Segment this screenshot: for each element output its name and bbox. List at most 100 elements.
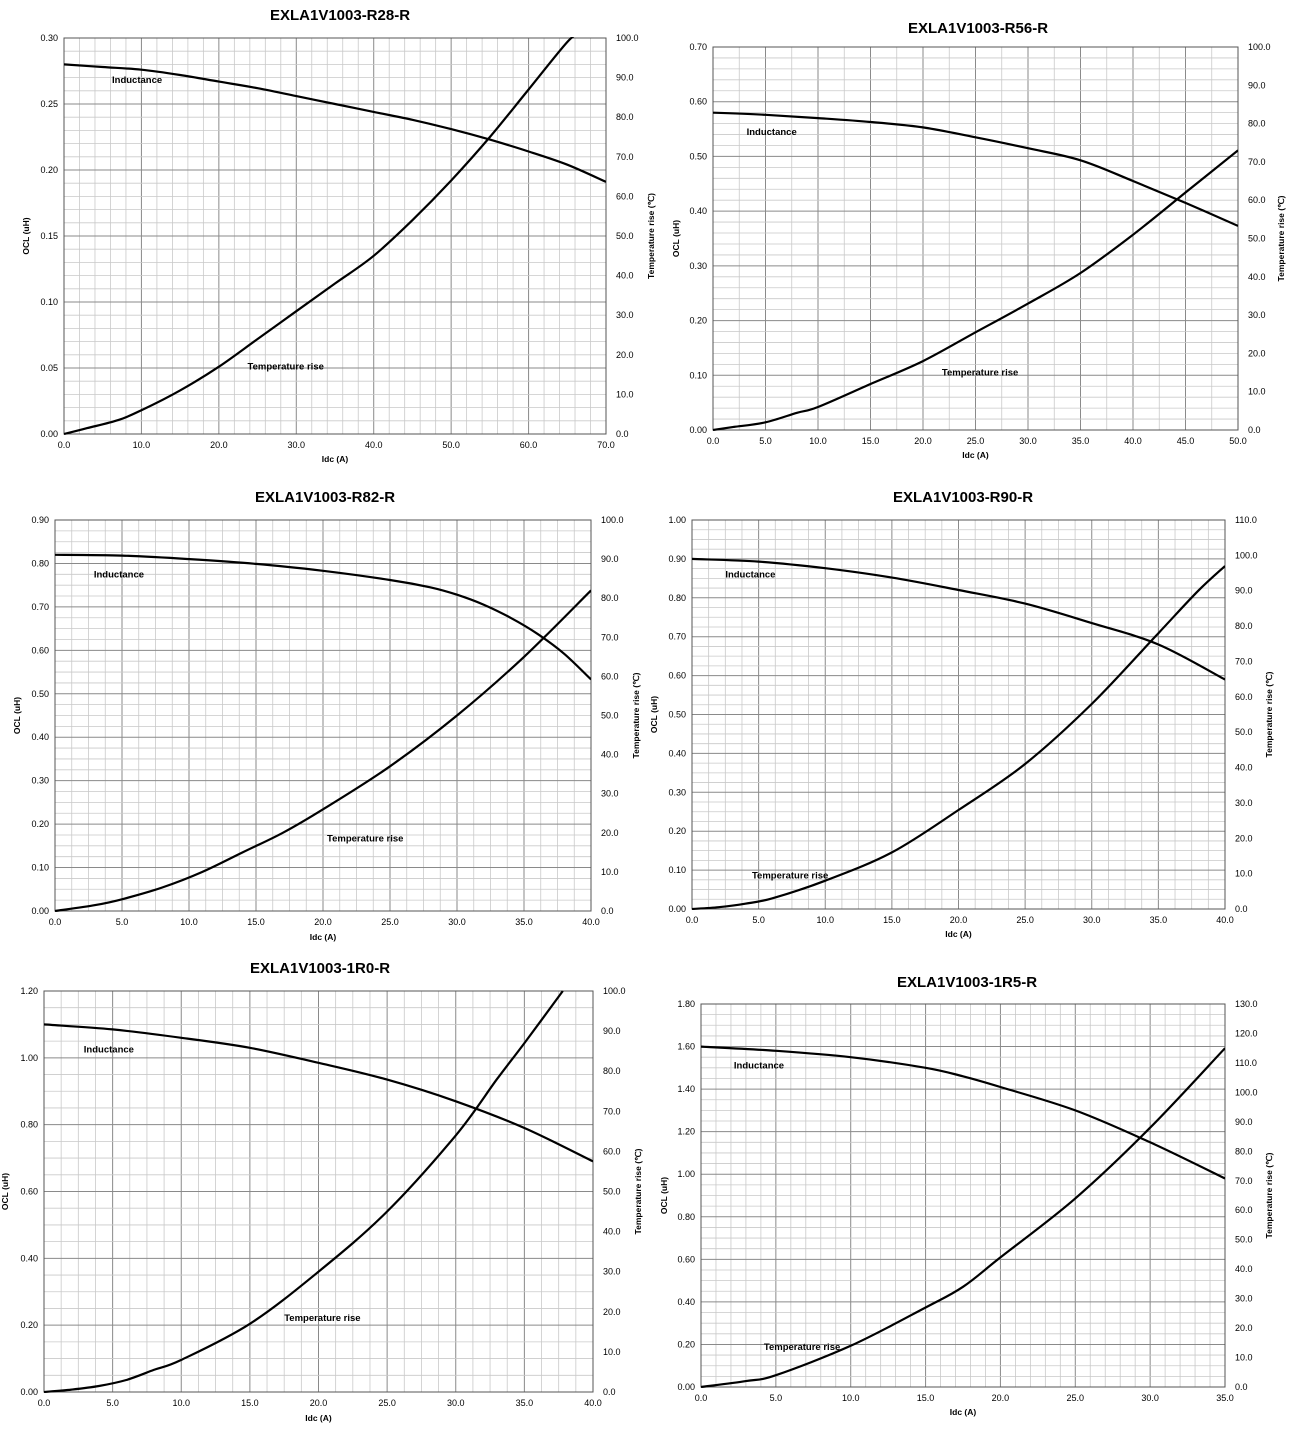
x-tick-label: 10.0 [133,440,151,450]
plot-frame [63,37,607,435]
temperature-rise-line [701,1047,1225,1388]
y-tick-label: 0.00 [40,429,58,439]
chart-title: EXLA1V1003-R28-R [270,7,410,24]
y2-tick-label: 90.0 [1235,1117,1253,1127]
x-tick-label: 45.0 [1177,436,1195,446]
x-tick-label: 40.0 [1216,915,1234,925]
y2-tick-label: 100.0 [1235,1087,1258,1097]
grid [63,37,607,435]
y-tick-label: 0.70 [668,632,686,642]
y2-tick-label: 90.0 [603,1026,621,1036]
y-tick-label: 0.70 [689,42,707,52]
y2-tick-label: 0.0 [601,906,614,916]
chart-title: EXLA1V1003-1R5-R [897,974,1037,991]
y-tick-label: 0.60 [668,671,686,681]
y-tick-label: 0.20 [40,165,58,175]
y2-tick-label: 60.0 [603,1146,621,1156]
y-tick-label: 0.00 [689,425,707,435]
y-tick-label: 1.00 [677,1169,695,1179]
y-tick-label: 0.40 [668,748,686,758]
y2-tick-label: 20.0 [1248,348,1266,358]
y2-tick-label: 100.0 [603,986,626,996]
y2-axis-label: Temperature rise (℃) [1276,195,1286,281]
y2-tick-label: 110.0 [1235,515,1257,525]
y2-tick-label: 30.0 [1235,1294,1253,1304]
y2-tick-label: 90.0 [1235,586,1253,596]
x-tick-label: 30.0 [1019,436,1037,446]
y-tick-label: 0.50 [31,689,49,699]
inductance-annotation: Inductance [112,75,162,86]
y2-tick-label: 10.0 [1248,387,1266,397]
y-tick-label: 0.30 [40,33,58,43]
x-tick-label: 5.0 [116,917,129,927]
y-tick-label: 0.30 [668,787,686,797]
y2-axis-label: Temperature rise (℃) [1264,1152,1274,1238]
y2-tick-label: 10.0 [1235,869,1253,879]
y2-tick-label: 60.0 [1248,195,1266,205]
y2-tick-label: 80.0 [1248,119,1266,129]
y-axis-label: OCL (uH) [0,1173,10,1210]
plot-frame [712,46,1239,431]
y-tick-label: 0.50 [668,710,686,720]
y-tick-label: 0.10 [668,865,686,875]
y2-tick-label: 80.0 [616,112,634,122]
y2-tick-label: 0.0 [1235,1382,1248,1392]
y-tick-label: 0.30 [689,261,707,271]
x-tick-label: 10.0 [180,917,198,927]
x-tick-label: 25.0 [1016,915,1034,925]
y-tick-label: 0.80 [668,593,686,603]
y2-tick-label: 30.0 [616,310,634,320]
y2-tick-label: 100.0 [601,515,624,525]
y2-tick-label: 80.0 [1235,621,1253,631]
chart-title: EXLA1V1003-R56-R [908,20,1048,37]
x-tick-label: 20.0 [914,436,932,446]
chart-panel-4: EXLA1V1003-1R0-R 0.0 5.0 10.0 15.0 20.0 25.0 30… [0,960,643,1423]
inductance-annotation: Inductance [84,1044,134,1055]
x-tick-label: 25.0 [967,436,985,446]
y2-tick-label: 40.0 [603,1227,621,1237]
temperature-rise-annotation: Temperature rise [752,870,828,881]
y2-tick-label: 120.0 [1235,1028,1258,1038]
chart-title: EXLA1V1003-1R0-R [250,960,390,977]
y2-tick-label: 10.0 [601,867,619,877]
x-tick-label: 10.0 [842,1393,860,1403]
y2-tick-label: 30.0 [1235,798,1253,808]
grid [43,990,594,1393]
y2-tick-label: 70.0 [603,1106,621,1116]
y2-tick-label: 10.0 [1235,1353,1253,1363]
temperature-rise-annotation: Temperature rise [327,834,403,845]
y2-tick-label: 70.0 [616,152,634,162]
y2-tick-label: 50.0 [1235,727,1253,737]
x-tick-label: 5.0 [752,915,765,925]
x-tick-label: 5.0 [770,1393,783,1403]
x-tick-label: 0.0 [686,915,699,925]
temperature-rise-annotation: Temperature rise [764,1342,840,1353]
y2-tick-label: 60.0 [616,191,634,201]
temperature-rise-line [692,565,1225,910]
grid [700,1003,1226,1388]
x-tick-label: 25.0 [381,917,399,927]
x-tick-label: 40.0 [584,1398,602,1408]
y2-tick-label: 40.0 [616,271,634,281]
y-tick-label: 0.90 [668,554,686,564]
chart-panel-5: EXLA1V1003-1R5-R 0.0 5.0 10.0 15.0 20.0 25.0 30… [659,974,1274,1417]
chart-panel-0: EXLA1V1003-R28-R 0.0 10.0 20.0 30.0 40.0 50.0 6… [21,7,656,464]
temperature-rise-annotation: Temperature rise [942,368,1018,379]
x-axis-label: Idc (A) [962,450,989,460]
temperature-rise-line [64,37,575,435]
plot-frame [54,519,592,912]
x-tick-label: 20.0 [210,440,228,450]
y2-tick-label: 80.0 [1235,1146,1253,1156]
y2-tick-label: 40.0 [1235,763,1253,773]
inductance-annotation: Inductance [725,569,775,580]
y-axis-label: OCL (uH) [659,1177,669,1214]
x-tick-label: 70.0 [597,440,615,450]
x-tick-label: 35.0 [1150,915,1168,925]
y2-tick-label: 70.0 [1235,1176,1253,1186]
y2-tick-label: 20.0 [601,828,619,838]
y2-tick-label: 100.0 [1248,42,1271,52]
y-tick-label: 0.00 [31,906,49,916]
y2-tick-label: 50.0 [601,711,619,721]
inductance-line [55,553,591,681]
